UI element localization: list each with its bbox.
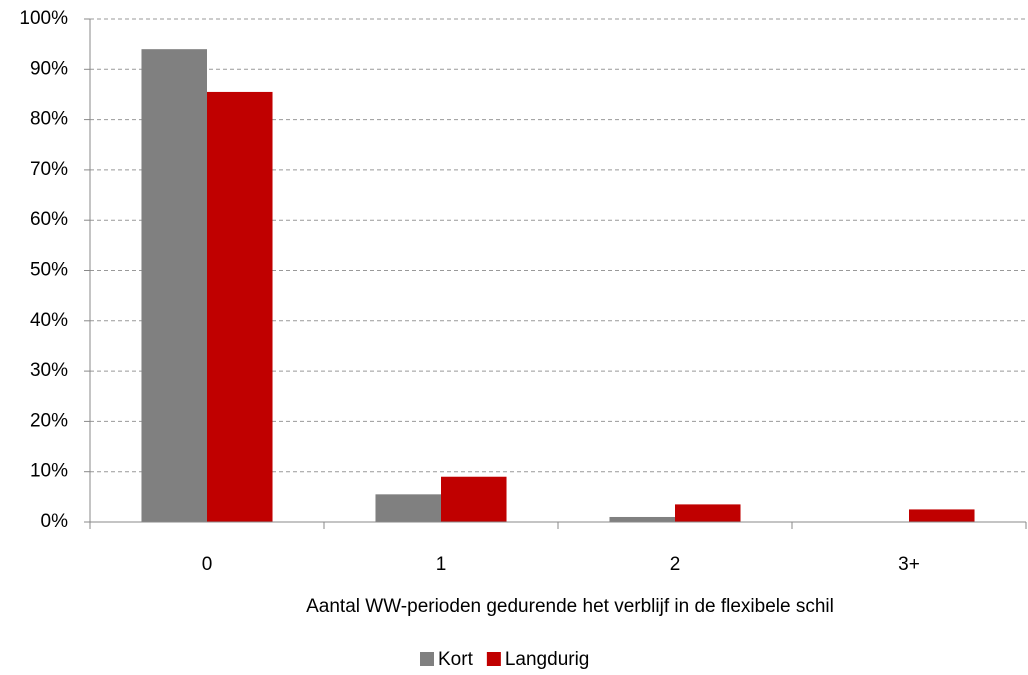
bar	[441, 476, 507, 522]
x-tick-label: 3+	[898, 554, 920, 575]
y-tick-label: 40%	[30, 310, 68, 331]
x-tick-label: 0	[202, 554, 213, 575]
y-tick-label: 50%	[30, 260, 68, 281]
bar	[609, 516, 675, 522]
y-tick-label: 80%	[30, 109, 68, 130]
y-tick-label: 90%	[30, 58, 68, 79]
bar	[207, 91, 273, 522]
x-tick-label: 1	[436, 554, 447, 575]
y-tick-label: 100%	[19, 8, 68, 29]
legend-label: Kort	[438, 649, 474, 670]
bar	[375, 494, 441, 522]
legend-swatch	[486, 652, 501, 666]
bar	[141, 49, 207, 523]
bar	[909, 509, 975, 522]
legend-swatch	[420, 652, 434, 666]
y-tick-label: 70%	[30, 159, 68, 180]
x-tick-label: 2	[670, 554, 681, 575]
y-tick-label: 60%	[30, 209, 68, 230]
legend-label: Langdurig	[505, 649, 590, 670]
y-tick-label: 10%	[30, 461, 68, 482]
bar	[675, 504, 741, 522]
x-axis-label: Aantal WW-perioden gedurende het verblij…	[306, 596, 834, 617]
y-tick-label: 20%	[30, 410, 68, 431]
y-tick-label: 30%	[30, 360, 68, 381]
y-tick-label: 0%	[41, 511, 69, 532]
